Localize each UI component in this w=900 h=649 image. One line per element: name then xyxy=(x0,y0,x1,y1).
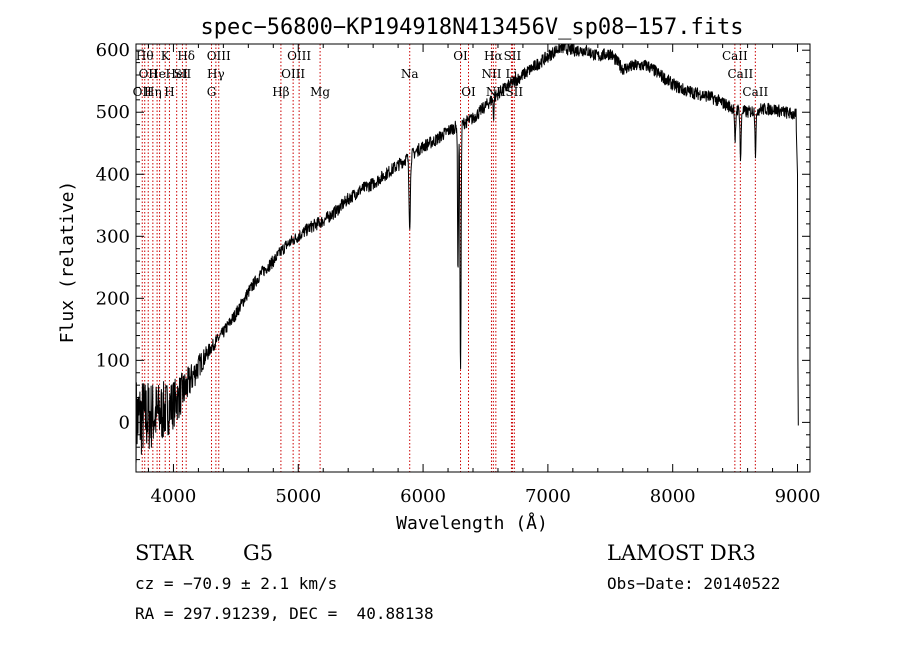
line-marker-label: SII xyxy=(505,85,523,99)
line-marker-label: OII xyxy=(139,67,159,81)
line-marker-group xyxy=(141,44,756,472)
x-axis-ticks: 4000 5000 6000 7000 8000 9000 xyxy=(147,44,821,507)
observation-date: Obs−Date: 20140522 xyxy=(607,574,780,593)
y-axis-ticks: 0 100 200 300 400 500 600 xyxy=(96,40,810,461)
spectrum-series-line xyxy=(135,43,799,463)
x-axis-label: Wavelength (Å) xyxy=(396,512,548,534)
y-tick-label: 300 xyxy=(96,226,130,247)
line-marker-label: Hη xyxy=(144,85,162,99)
line-marker-label: Na xyxy=(401,67,419,81)
line-marker-label: K xyxy=(161,49,171,63)
line-marker-label: He xyxy=(148,67,166,81)
y-tick-label: 0 xyxy=(119,412,130,433)
line-marker-label: Hα xyxy=(484,49,503,63)
line-marker-label: Li xyxy=(506,67,518,81)
line-marker-label: Mg xyxy=(310,85,330,99)
line-marker-label: SII xyxy=(504,49,522,63)
coordinates-readout: RA = 297.91239, DEC = 40.88138 xyxy=(135,604,434,623)
line-marker-label: CaII xyxy=(722,49,748,63)
survey-label: LAMOST DR3 xyxy=(607,541,756,565)
x-tick-label: 6000 xyxy=(400,486,446,507)
velocity-readout: cz = −70.9 ± 2.1 km/s xyxy=(135,574,337,593)
x-tick-label: 4000 xyxy=(151,486,197,507)
x-tick-label: 7000 xyxy=(525,486,571,507)
spectral-subclass-label: G5 xyxy=(243,541,273,565)
x-tick-label: 5000 xyxy=(275,486,321,507)
line-marker-label: Hδ xyxy=(177,49,195,63)
line-marker-label: Hβ xyxy=(272,85,289,99)
line-marker-label: CaII xyxy=(742,85,768,99)
line-marker-label: H xyxy=(164,85,174,99)
object-class-label: STAR xyxy=(135,541,194,565)
line-marker-label: OIII xyxy=(281,67,305,81)
y-tick-label: 100 xyxy=(96,350,130,371)
line-marker-label: G xyxy=(207,85,217,99)
y-axis-label: Flux (relative) xyxy=(57,181,78,344)
y-tick-label: 500 xyxy=(96,102,130,123)
y-tick-label: 600 xyxy=(96,40,130,61)
line-marker-label-group: OIIHθOIIHηHeKHHeISIIHδGHγOIIIHβOIIIOIIIM… xyxy=(133,49,769,99)
line-marker-label: OI xyxy=(453,49,468,63)
line-marker-label: OI xyxy=(461,85,476,99)
line-marker-label: OIII xyxy=(287,49,311,63)
x-tick-label: 9000 xyxy=(775,486,821,507)
line-marker-label: SII xyxy=(174,67,192,81)
chart-title: spec−56800−KP194918N413456V_sp08−157.fit… xyxy=(200,15,743,40)
y-tick-label: 400 xyxy=(96,164,130,185)
line-marker-label: Hθ xyxy=(136,49,154,63)
line-marker-label: CaII xyxy=(727,67,753,81)
x-tick-label: 8000 xyxy=(650,486,696,507)
line-marker-label: OIII xyxy=(207,49,231,63)
line-marker-label: OII xyxy=(133,85,153,99)
line-marker-label: HeI xyxy=(166,67,189,81)
line-marker-label: NII xyxy=(481,67,501,81)
line-marker-label: Hγ xyxy=(207,67,225,81)
y-tick-label: 200 xyxy=(96,288,130,309)
